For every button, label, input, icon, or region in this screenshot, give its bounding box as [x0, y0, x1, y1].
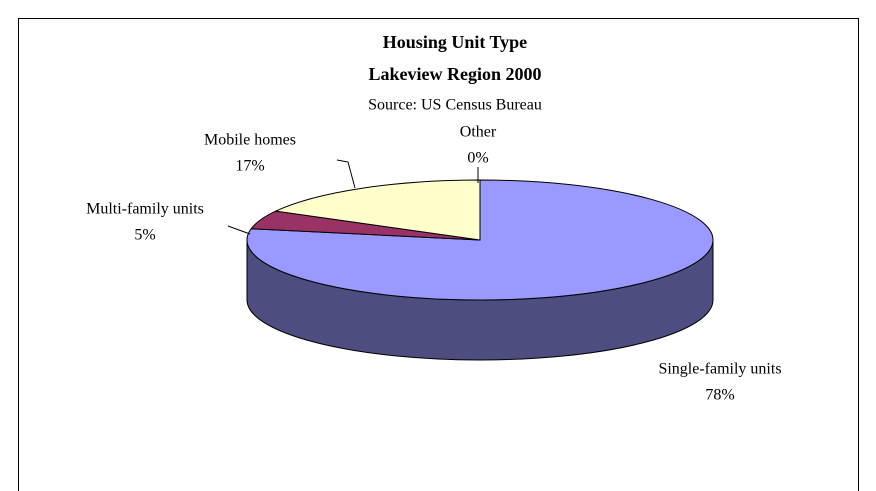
- slice-label: Other: [460, 124, 497, 141]
- chart-frame: [18, 18, 859, 491]
- pie-slice: [274, 179, 481, 241]
- chart-title: Lakeview Region 2000: [369, 64, 542, 84]
- slice-value-label: 5%: [134, 227, 155, 244]
- slice-label: Multi-family units: [86, 201, 204, 218]
- chart-subtitle: Source: US Census Bureau: [368, 97, 542, 114]
- leader-line: [336, 159, 356, 189]
- slice-value-label: 17%: [235, 158, 264, 175]
- chart-title: Housing Unit Type: [383, 32, 527, 52]
- slice-value-label: 0%: [467, 150, 488, 167]
- slice-label: Mobile homes: [204, 132, 296, 149]
- leader-line: [227, 225, 251, 235]
- slice-label: Single-family units: [658, 361, 781, 378]
- slice-value-label: 78%: [705, 387, 734, 404]
